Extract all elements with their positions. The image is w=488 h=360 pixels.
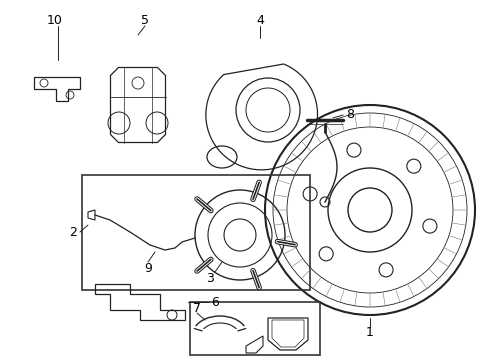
Text: 3: 3 — [205, 271, 214, 284]
Text: 8: 8 — [346, 108, 353, 122]
Text: 1: 1 — [366, 325, 373, 338]
Text: 4: 4 — [256, 13, 264, 27]
Bar — [82, 175, 309, 290]
Text: 7: 7 — [193, 302, 201, 315]
Text: 10: 10 — [47, 13, 63, 27]
Text: 6: 6 — [211, 296, 219, 309]
Text: 5: 5 — [141, 13, 149, 27]
Text: 2: 2 — [69, 225, 77, 238]
Bar — [190, 302, 319, 355]
Text: 9: 9 — [144, 261, 152, 274]
